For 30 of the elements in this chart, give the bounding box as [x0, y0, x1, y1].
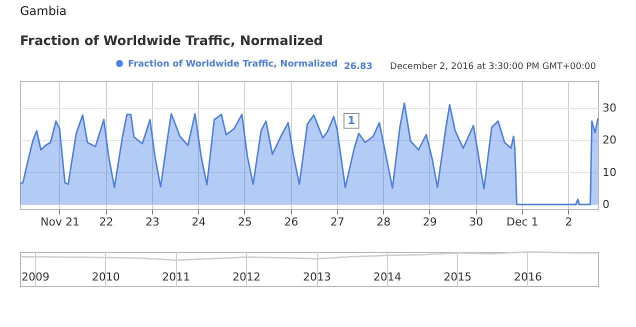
x-tick-label: 2016: [514, 270, 542, 284]
x-tick-label: 2014: [373, 270, 402, 284]
x-tick-label: 29: [422, 216, 437, 228]
x-tick-label: 24: [192, 216, 206, 228]
x-tick-label: Nov 21: [40, 216, 80, 228]
x-tick-label: 2010: [92, 270, 120, 284]
x-tick-label: 23: [145, 216, 160, 228]
text: December 2, 2016 at 3:30:00 PM GMT+00:00: [390, 62, 596, 72]
x-tick-label: 2012: [232, 270, 260, 284]
annotation: 1: [348, 114, 356, 127]
y-tick-label: 0: [602, 198, 610, 211]
x-tick-label: 26: [284, 216, 298, 228]
text: Gambia: [20, 4, 67, 18]
x-tick-label: 28: [376, 216, 391, 228]
y-tick-label: 20: [602, 134, 616, 147]
x-tick-label: 2: [565, 216, 572, 228]
x-tick-label: 30: [469, 216, 484, 228]
x-tick-label: 22: [99, 216, 114, 228]
legend-label: Fraction of Worldwide Traffic, Normalized: [128, 60, 338, 70]
y-tick-label: 10: [602, 166, 616, 179]
x-tick-label: 2009: [22, 270, 50, 284]
chart-title: Fraction of Worldwide Traffic, Normalized: [20, 34, 323, 49]
text: 26.83: [344, 62, 372, 72]
x-tick-label: 2015: [444, 270, 472, 284]
x-tick-label: 27: [330, 216, 344, 228]
y-tick-label: 30: [602, 102, 616, 115]
x-tick-label: 25: [238, 216, 252, 228]
x-tick-label: Dec 1: [506, 216, 538, 228]
x-tick-label: 2013: [303, 270, 332, 284]
x-tick-label: 2011: [162, 270, 190, 284]
